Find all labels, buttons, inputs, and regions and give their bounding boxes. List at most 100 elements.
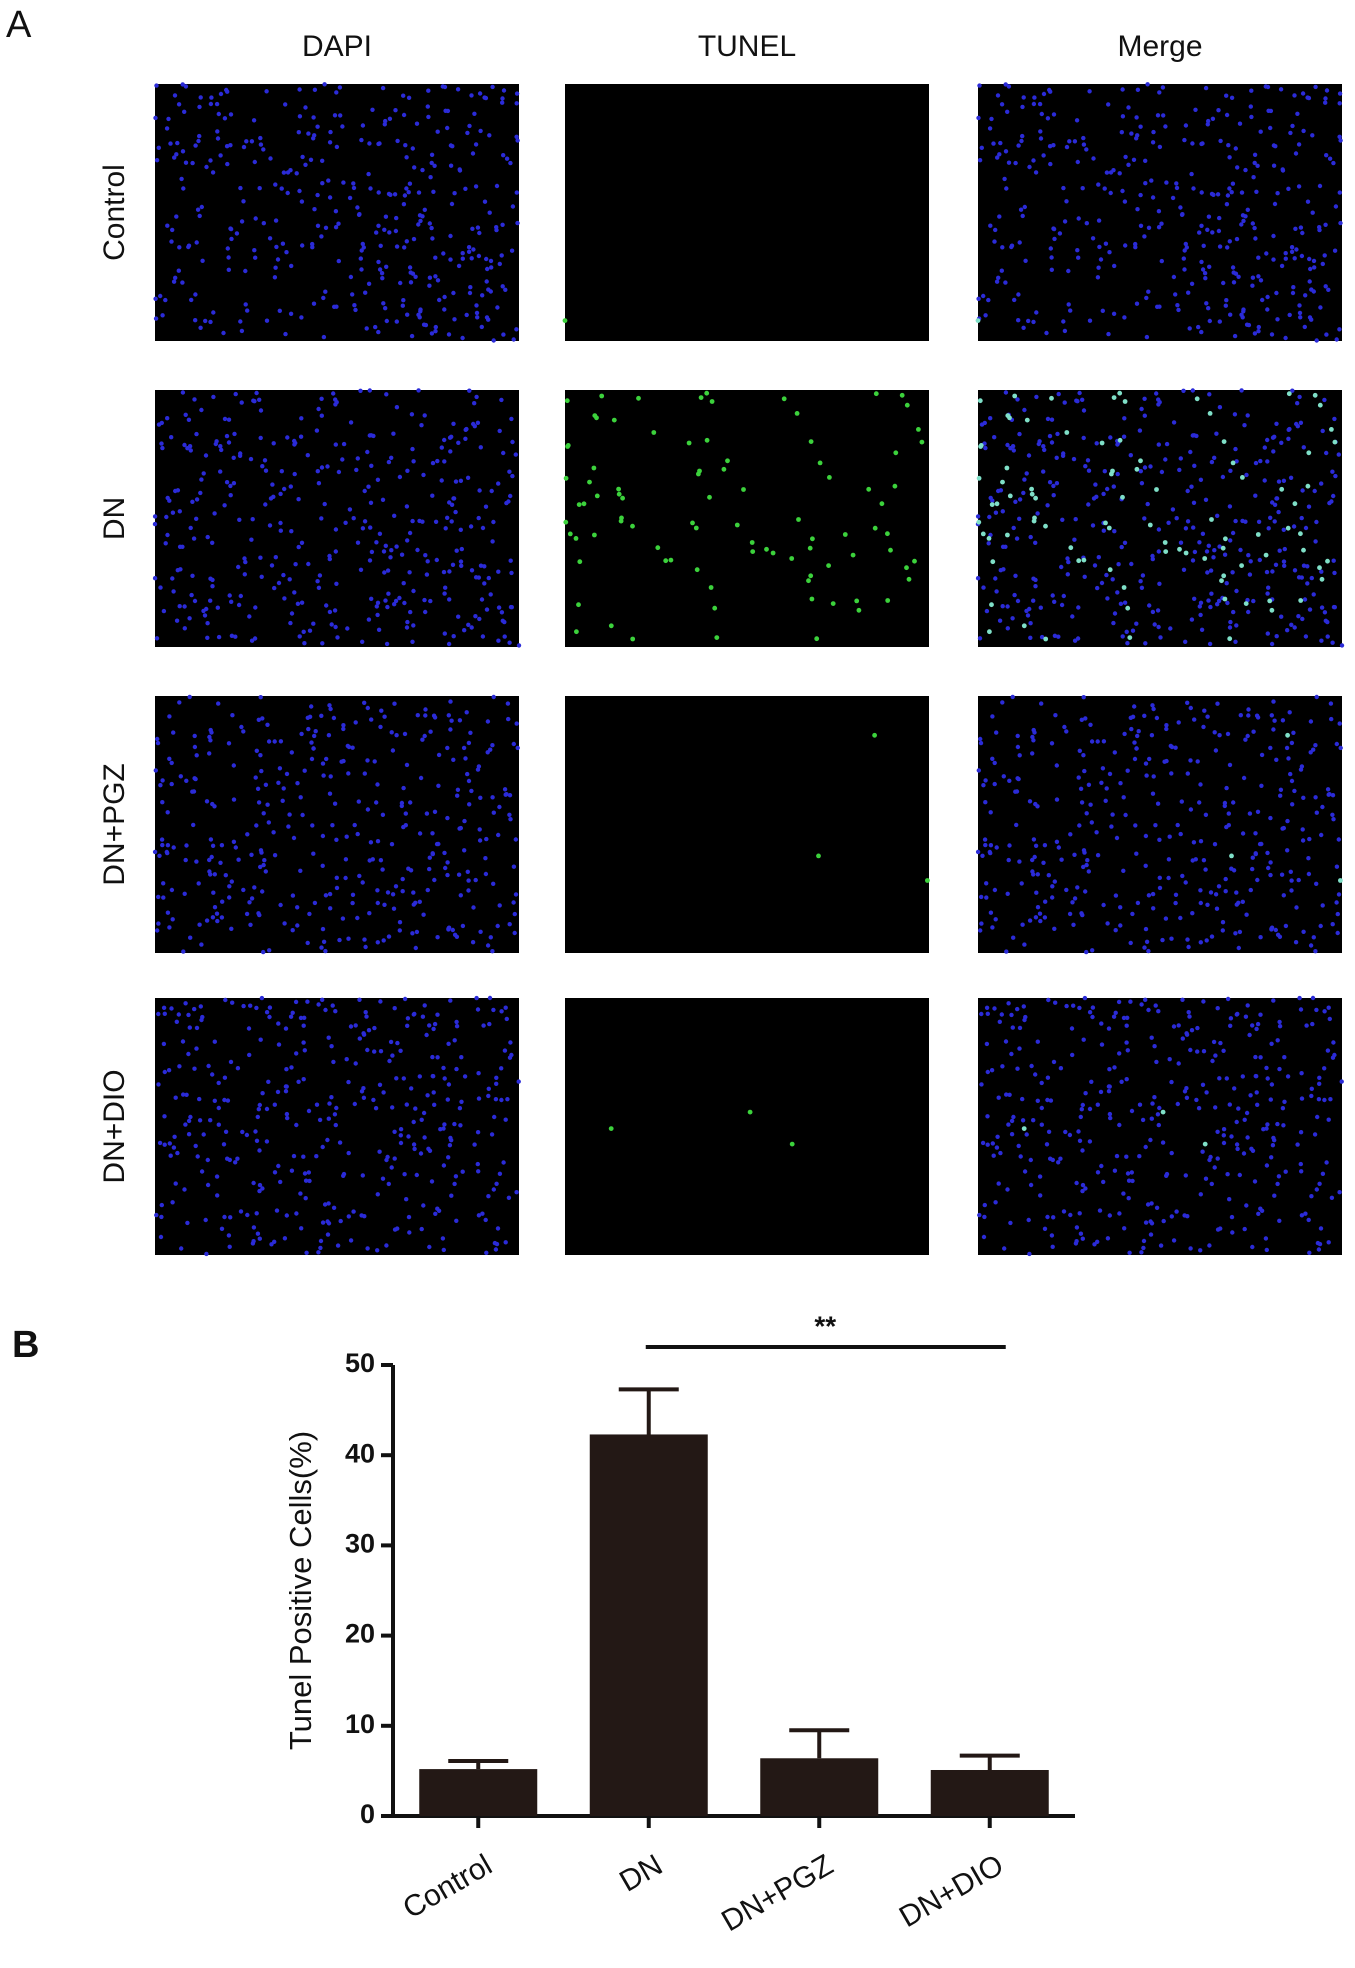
nucleus bbox=[227, 895, 232, 900]
nucleus bbox=[991, 1153, 996, 1158]
nucleus bbox=[1021, 490, 1026, 496]
nucleus bbox=[381, 549, 387, 554]
tunel-dot bbox=[663, 558, 669, 564]
tunel-dot bbox=[850, 552, 856, 558]
nucleus bbox=[404, 1197, 409, 1202]
nucleus bbox=[361, 1031, 366, 1036]
nucleus bbox=[362, 700, 367, 705]
nucleus bbox=[1020, 922, 1025, 927]
nucleus bbox=[495, 923, 500, 929]
tunel-dot bbox=[879, 501, 885, 507]
nucleus bbox=[370, 857, 375, 862]
nucleus bbox=[1275, 1121, 1280, 1127]
nucleus bbox=[1134, 115, 1139, 120]
nucleus bbox=[1014, 789, 1020, 794]
nucleus bbox=[1331, 160, 1336, 166]
nucleus bbox=[1218, 1226, 1223, 1231]
nucleus bbox=[169, 760, 174, 766]
nucleus bbox=[1221, 1133, 1226, 1138]
nucleus bbox=[367, 141, 372, 146]
nucleus bbox=[447, 597, 452, 602]
nucleus bbox=[411, 1119, 416, 1125]
nucleus bbox=[165, 223, 170, 228]
nucleus bbox=[1180, 873, 1185, 879]
nucleus bbox=[1277, 1024, 1283, 1029]
nucleus bbox=[982, 837, 988, 842]
nucleus bbox=[171, 845, 176, 850]
nucleus bbox=[382, 714, 387, 719]
nucleus bbox=[468, 730, 473, 735]
nucleus bbox=[239, 724, 244, 730]
tunel-dot bbox=[1125, 605, 1131, 611]
nucleus bbox=[1051, 112, 1057, 117]
nucleus bbox=[316, 406, 321, 412]
nucleus bbox=[303, 1196, 308, 1201]
nucleus bbox=[1178, 456, 1183, 461]
nucleus bbox=[1213, 748, 1219, 753]
nucleus bbox=[476, 1096, 482, 1101]
nucleus bbox=[1182, 137, 1187, 143]
nucleus bbox=[1323, 100, 1328, 105]
nucleus bbox=[1337, 190, 1342, 195]
nucleus bbox=[205, 635, 210, 640]
nucleus bbox=[236, 564, 241, 570]
nucleus bbox=[386, 191, 392, 197]
nucleus bbox=[1045, 1097, 1050, 1103]
nucleus bbox=[341, 180, 346, 185]
nucleus bbox=[1271, 727, 1276, 732]
nucleus bbox=[1146, 225, 1152, 230]
nucleus bbox=[298, 434, 304, 439]
nucleus bbox=[1259, 783, 1264, 788]
nucleus bbox=[1122, 540, 1128, 545]
nucleus bbox=[1042, 915, 1048, 920]
nucleus bbox=[1279, 872, 1285, 877]
nucleus bbox=[1030, 869, 1035, 874]
nucleus bbox=[998, 488, 1004, 493]
nucleus bbox=[1253, 236, 1258, 241]
nucleus bbox=[986, 297, 991, 303]
nucleus bbox=[985, 1011, 990, 1016]
micrograph bbox=[563, 390, 929, 647]
nucleus bbox=[987, 126, 993, 131]
nucleus bbox=[188, 525, 193, 531]
nucleus bbox=[1265, 294, 1270, 300]
nucleus bbox=[1208, 604, 1213, 610]
nucleus bbox=[394, 1076, 399, 1081]
nucleus bbox=[1251, 598, 1256, 604]
nucleus bbox=[410, 146, 415, 151]
nucleus bbox=[299, 416, 304, 421]
nucleus bbox=[423, 713, 428, 718]
nucleus bbox=[171, 279, 177, 284]
nucleus bbox=[1077, 390, 1082, 396]
nucleus bbox=[392, 701, 397, 706]
nucleus bbox=[411, 1142, 417, 1147]
nucleus bbox=[1017, 753, 1022, 758]
nucleus bbox=[1215, 1156, 1220, 1161]
nucleus bbox=[201, 471, 206, 476]
tunel-dot bbox=[704, 437, 710, 443]
nucleus bbox=[1289, 778, 1295, 784]
nucleus bbox=[210, 1072, 215, 1077]
nucleus bbox=[1016, 318, 1021, 323]
nucleus bbox=[476, 253, 482, 259]
nucleus bbox=[433, 274, 438, 279]
nucleus bbox=[249, 896, 255, 901]
nucleus bbox=[1076, 255, 1081, 260]
nucleus bbox=[975, 576, 981, 581]
nucleus bbox=[174, 1019, 179, 1024]
nucleus bbox=[1139, 585, 1145, 590]
nucleus bbox=[1206, 306, 1211, 311]
nucleus bbox=[204, 1251, 209, 1257]
nucleus bbox=[499, 1066, 504, 1071]
nucleus bbox=[1236, 1106, 1241, 1111]
nucleus bbox=[1155, 304, 1160, 309]
nucleus bbox=[1295, 424, 1300, 429]
nucleus bbox=[277, 308, 282, 313]
nucleus bbox=[1224, 785, 1229, 791]
nucleus bbox=[1323, 96, 1328, 101]
tunel-dot bbox=[808, 439, 814, 444]
micrograph bbox=[154, 995, 521, 1257]
tunel-dot bbox=[1117, 437, 1123, 443]
nucleus bbox=[490, 795, 495, 800]
nucleus bbox=[316, 1250, 321, 1255]
